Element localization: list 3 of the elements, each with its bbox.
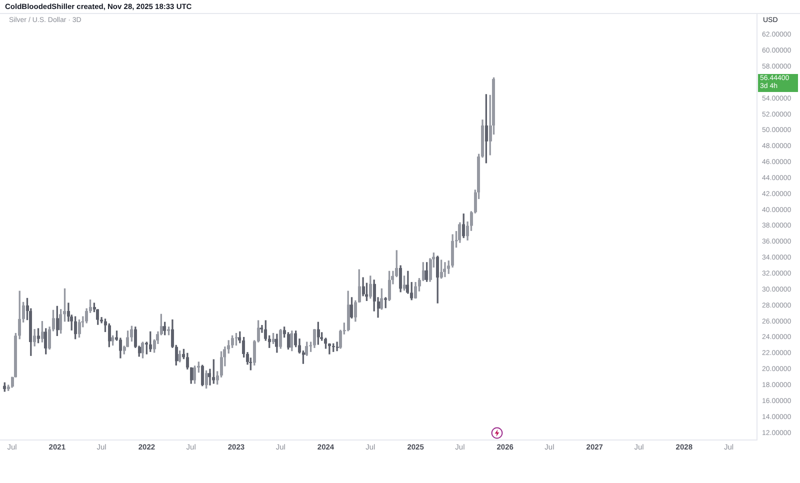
candlestick	[208, 368, 211, 386]
candlestick	[443, 262, 446, 278]
candlestick	[336, 342, 339, 352]
